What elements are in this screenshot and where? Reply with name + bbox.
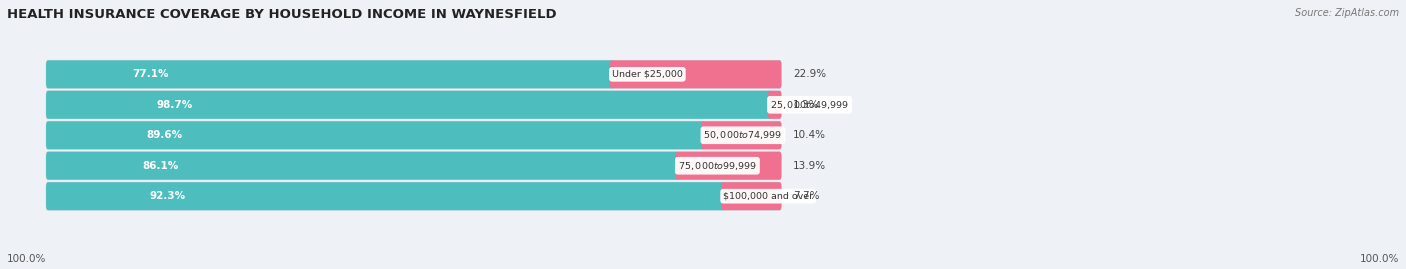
Text: 7.7%: 7.7% (793, 191, 820, 201)
Text: 13.9%: 13.9% (793, 161, 825, 171)
Text: 10.4%: 10.4% (793, 130, 825, 140)
Text: 77.1%: 77.1% (132, 69, 169, 79)
Text: $100,000 and over: $100,000 and over (723, 192, 813, 201)
FancyBboxPatch shape (610, 60, 782, 88)
Text: Under $25,000: Under $25,000 (612, 70, 683, 79)
Text: 22.9%: 22.9% (793, 69, 825, 79)
FancyBboxPatch shape (46, 91, 772, 119)
Text: 92.3%: 92.3% (149, 191, 186, 201)
FancyBboxPatch shape (702, 121, 782, 149)
FancyBboxPatch shape (46, 182, 782, 210)
FancyBboxPatch shape (676, 152, 782, 180)
Text: 100.0%: 100.0% (7, 254, 46, 264)
FancyBboxPatch shape (46, 91, 782, 119)
FancyBboxPatch shape (768, 91, 782, 119)
Text: HEALTH INSURANCE COVERAGE BY HOUSEHOLD INCOME IN WAYNESFIELD: HEALTH INSURANCE COVERAGE BY HOUSEHOLD I… (7, 8, 557, 21)
Text: 98.7%: 98.7% (156, 100, 193, 110)
FancyBboxPatch shape (46, 182, 725, 210)
FancyBboxPatch shape (46, 121, 782, 149)
Text: $25,000 to $49,999: $25,000 to $49,999 (770, 99, 849, 111)
FancyBboxPatch shape (46, 60, 782, 88)
FancyBboxPatch shape (46, 152, 679, 180)
FancyBboxPatch shape (721, 182, 782, 210)
Text: 100.0%: 100.0% (1360, 254, 1399, 264)
FancyBboxPatch shape (46, 121, 706, 149)
Text: 86.1%: 86.1% (142, 161, 179, 171)
Text: 1.3%: 1.3% (793, 100, 820, 110)
Text: $50,000 to $74,999: $50,000 to $74,999 (703, 129, 783, 141)
FancyBboxPatch shape (46, 152, 782, 180)
Text: $75,000 to $99,999: $75,000 to $99,999 (678, 160, 756, 172)
Text: Source: ZipAtlas.com: Source: ZipAtlas.com (1295, 8, 1399, 18)
Text: 89.6%: 89.6% (146, 130, 183, 140)
FancyBboxPatch shape (46, 60, 614, 88)
